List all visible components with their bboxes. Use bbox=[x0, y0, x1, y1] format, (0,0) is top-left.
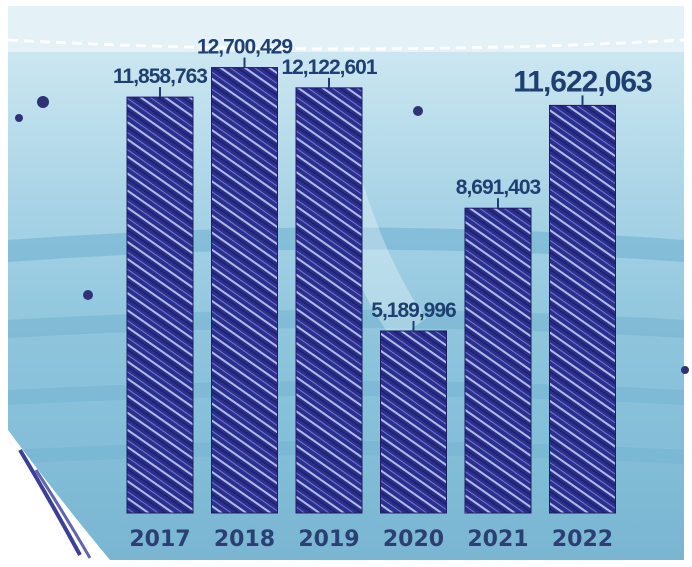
category-label-2019: 2019 bbox=[298, 527, 359, 552]
bar-2022 bbox=[549, 104, 616, 514]
bars-layer bbox=[126, 57, 616, 514]
value-label-2019: 12,122,601 bbox=[281, 56, 377, 79]
bar-2018 bbox=[211, 67, 278, 514]
value-label-2018: 12,700,429 bbox=[197, 36, 292, 59]
bar-2017 bbox=[126, 96, 194, 514]
category-label-2021: 2021 bbox=[467, 527, 528, 552]
bar-2021 bbox=[464, 207, 532, 514]
bar-2019 bbox=[295, 87, 363, 514]
value-label-2017: 11,858,763 bbox=[113, 65, 207, 88]
value-label-2021: 8,691,403 bbox=[456, 176, 541, 199]
category-label-2022: 2022 bbox=[552, 527, 613, 552]
category-label-2017: 2017 bbox=[129, 527, 190, 552]
bar-2020 bbox=[380, 330, 447, 514]
category-label-2018: 2018 bbox=[214, 527, 275, 552]
category-labels-layer: 2017 2018 2019 2020 2021 2022 bbox=[129, 527, 613, 552]
value-label-2020: 5,189,996 bbox=[371, 299, 456, 322]
value-label-2022: 11,622,063 bbox=[513, 65, 652, 98]
category-label-2020: 2020 bbox=[383, 527, 444, 552]
